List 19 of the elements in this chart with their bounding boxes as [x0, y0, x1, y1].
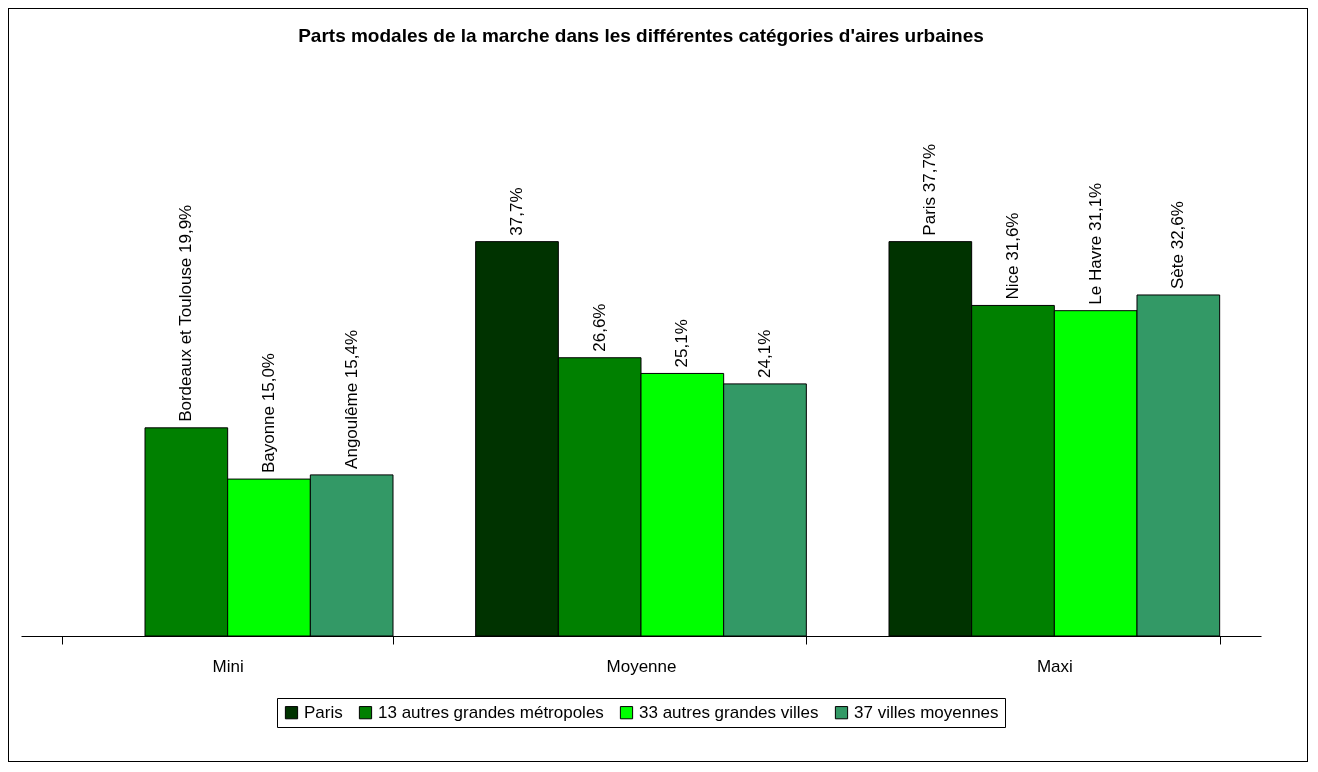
data-label: 37,7% — [507, 187, 526, 236]
data-label: 25,1% — [672, 319, 692, 368]
data-label: Sète 32,6% — [1168, 201, 1188, 289]
legend-label: 33 autres grandes villes — [639, 702, 819, 722]
data-label: Angoulême 15,4% — [341, 329, 361, 469]
data-label: Le Havre 31,1% — [1085, 182, 1105, 305]
data-label: Paris 37,7% — [920, 143, 940, 236]
data-label: Bordeaux et Toulouse 19,9% — [176, 204, 196, 422]
data-label: 26,6% — [589, 303, 609, 352]
data-label: Nice 31,6% — [1003, 212, 1022, 300]
data-label: 24,1% — [755, 329, 774, 378]
legend-label: 37 villes moyennes — [854, 702, 999, 722]
data-label: Bayonne 15,0% — [259, 353, 278, 474]
legend-label: Paris — [304, 702, 343, 722]
legend-label: 13 autres grandes métropoles — [378, 702, 604, 722]
chart-title: Parts modales de la marche dans les différentes catégories d'aires urbaines — [298, 25, 984, 46]
x-tick-label: Moyenne — [606, 656, 677, 676]
x-tick-label: Mini — [212, 656, 244, 676]
x-tick-label: Maxi — [1036, 656, 1073, 676]
